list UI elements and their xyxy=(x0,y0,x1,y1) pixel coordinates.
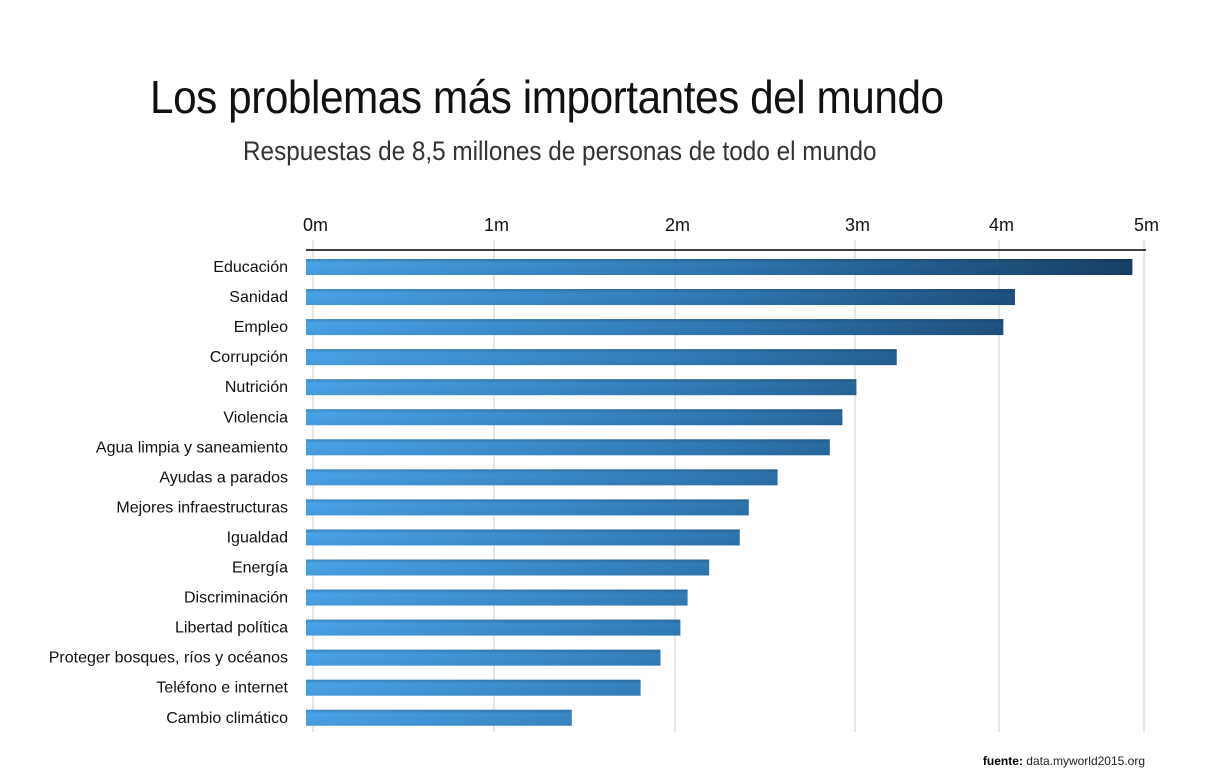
x-tick-label: 5m xyxy=(1134,215,1159,235)
category-label: Discriminación xyxy=(184,590,288,607)
category-label: Agua limpia y saneamiento xyxy=(96,439,288,456)
category-label: Educación xyxy=(213,259,288,276)
category-labels: Educación Sanidad Empleo Corrupción Nutrició… xyxy=(49,259,289,727)
bar-shade xyxy=(306,559,710,576)
bar-shade xyxy=(306,529,740,546)
category-label: Ayudas a parados xyxy=(159,469,288,486)
bar-shade xyxy=(306,709,572,726)
chart-subtitle: Respuestas de 8,5 millones de personas d… xyxy=(243,136,877,166)
category-label: Proteger bosques, ríos y océanos xyxy=(49,650,288,667)
bar-shade xyxy=(306,499,749,516)
category-label: Empleo xyxy=(234,319,288,336)
category-label: Energía xyxy=(232,560,288,577)
category-label: Nutrición xyxy=(225,379,288,396)
bar-shade xyxy=(306,409,843,426)
bar-shade xyxy=(306,589,688,606)
category-label: Violencia xyxy=(223,409,288,426)
bar-shade xyxy=(306,349,897,366)
bar-shade xyxy=(306,379,857,396)
category-label: Igualdad xyxy=(227,529,288,546)
bar-shade xyxy=(306,649,661,666)
bars xyxy=(306,259,1133,726)
x-tick-label: 3m xyxy=(845,215,870,235)
x-tick-label: 4m xyxy=(989,215,1014,235)
category-label: Sanidad xyxy=(229,289,288,306)
chart-title: Los problemas más importantes del mundo xyxy=(150,71,944,123)
bar-shade xyxy=(306,259,1133,275)
bar-shade xyxy=(306,469,778,486)
category-label: Teléfono e internet xyxy=(156,680,288,697)
x-tick-label: 1m xyxy=(484,215,509,235)
bar-shade xyxy=(306,289,1015,306)
bar-shade xyxy=(306,619,681,636)
source-value: data.myworld2015.org xyxy=(1026,754,1145,768)
x-axis-ticks: 0m 1m 2m 3m 4m 5m xyxy=(303,215,1159,235)
category-label: Libertad política xyxy=(175,620,288,637)
category-label: Mejores infraestructuras xyxy=(116,499,288,516)
bar-shade xyxy=(306,679,641,696)
source-label: fuente: xyxy=(982,754,1023,768)
source-note: fuente: data.myworld2015.org xyxy=(983,754,1145,768)
x-tick-label: 2m xyxy=(665,215,690,235)
category-label: Cambio climático xyxy=(166,710,288,727)
bar-shade xyxy=(306,319,1004,336)
bar-shade xyxy=(306,439,830,456)
x-tick-label: 0m xyxy=(303,215,328,235)
category-label: Corrupción xyxy=(210,349,288,366)
